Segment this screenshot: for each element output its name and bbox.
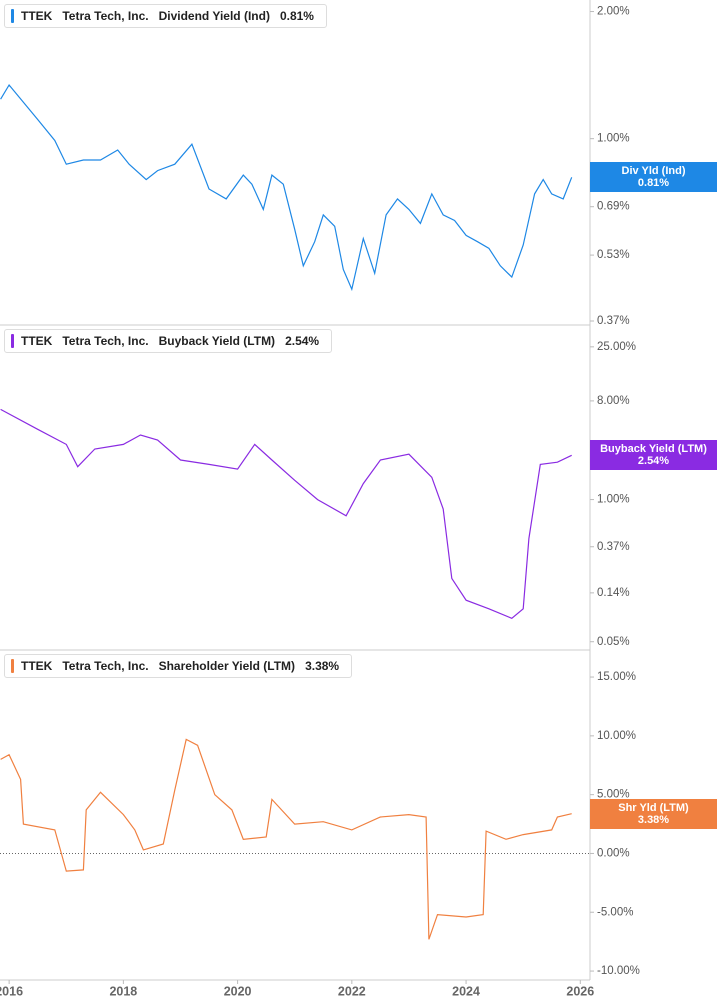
y-tick-label: 0.69% xyxy=(597,201,630,213)
latest-value: 3.38% xyxy=(305,659,340,673)
y-tick-label: 0.14% xyxy=(597,587,630,599)
x-tick-label: 2016 xyxy=(0,984,23,998)
value-tag: Div Yld (Ind) 0.81% xyxy=(590,162,717,193)
legend: TTEK Tetra Tech, Inc. Dividend Yield (Ind)… xyxy=(4,4,327,28)
y-tick-label: 0.53% xyxy=(597,249,630,261)
tag-label: Div Yld (Ind) xyxy=(621,165,686,178)
ticker: TTEK xyxy=(21,9,53,23)
legend-entry: Buyback Yield (LTM) xyxy=(158,334,276,348)
y-tick-label: 15.00% xyxy=(597,671,636,683)
data-line xyxy=(0,408,572,619)
y-tick-label: 0.37% xyxy=(597,315,630,327)
y-tick-label: 5.00% xyxy=(597,789,630,801)
legend-swatch xyxy=(11,9,14,23)
legend: TTEK Tetra Tech, Inc. Buyback Yield (LTM) 2… xyxy=(4,329,333,353)
data-line xyxy=(0,83,573,292)
tag-value: 3.38% xyxy=(637,813,670,826)
company: Tetra Tech, Inc. xyxy=(62,659,149,673)
x-tick-label: 2024 xyxy=(452,984,480,998)
latest-value: 2.54% xyxy=(285,334,320,348)
tag-value: 2.54% xyxy=(637,455,670,468)
y-tick-label: 10.00% xyxy=(597,730,636,742)
company: Tetra Tech, Inc. xyxy=(62,334,149,348)
legend-swatch xyxy=(11,334,14,348)
value-tag: Buyback Yield (LTM) 2.54% xyxy=(590,440,717,471)
legend-entry: Dividend Yield (Ind) xyxy=(158,9,270,23)
legend-swatch xyxy=(11,659,14,673)
legend: TTEK Tetra Tech, Inc. Shareholder Yield (L… xyxy=(4,654,353,678)
ticker: TTEK xyxy=(21,334,53,348)
y-tick-label: 1.00% xyxy=(597,133,630,145)
y-tick-label: -10.00% xyxy=(597,965,640,977)
company: Tetra Tech, Inc. xyxy=(62,9,149,23)
x-tick-label: 2018 xyxy=(109,984,137,998)
y-tick-label: 0.00% xyxy=(597,847,630,859)
ticker: TTEK xyxy=(21,659,53,673)
tag-value: 0.81% xyxy=(637,177,670,190)
data-line xyxy=(0,738,572,940)
y-tick-label: 0.37% xyxy=(597,541,630,553)
value-tag: Shr Yld (LTM) 3.38% xyxy=(590,798,717,829)
y-tick-label: 8.00% xyxy=(597,395,630,407)
y-tick-label: 25.00% xyxy=(597,341,636,353)
y-tick-label: 0.05% xyxy=(597,636,630,648)
x-tick-label: 2022 xyxy=(338,984,366,998)
y-tick-label: 1.00% xyxy=(597,494,630,506)
legend-entry: Shareholder Yield (LTM) xyxy=(158,659,296,673)
x-tick-label: 2026 xyxy=(566,984,594,998)
tag-label: Shr Yld (LTM) xyxy=(618,801,689,814)
y-tick-label: 2.00% xyxy=(597,6,630,18)
tag-label: Buyback Yield (LTM) xyxy=(600,443,707,456)
latest-value: 0.81% xyxy=(279,9,314,23)
y-tick-label: -5.00% xyxy=(597,906,633,918)
x-tick-label: 2020 xyxy=(224,984,252,998)
